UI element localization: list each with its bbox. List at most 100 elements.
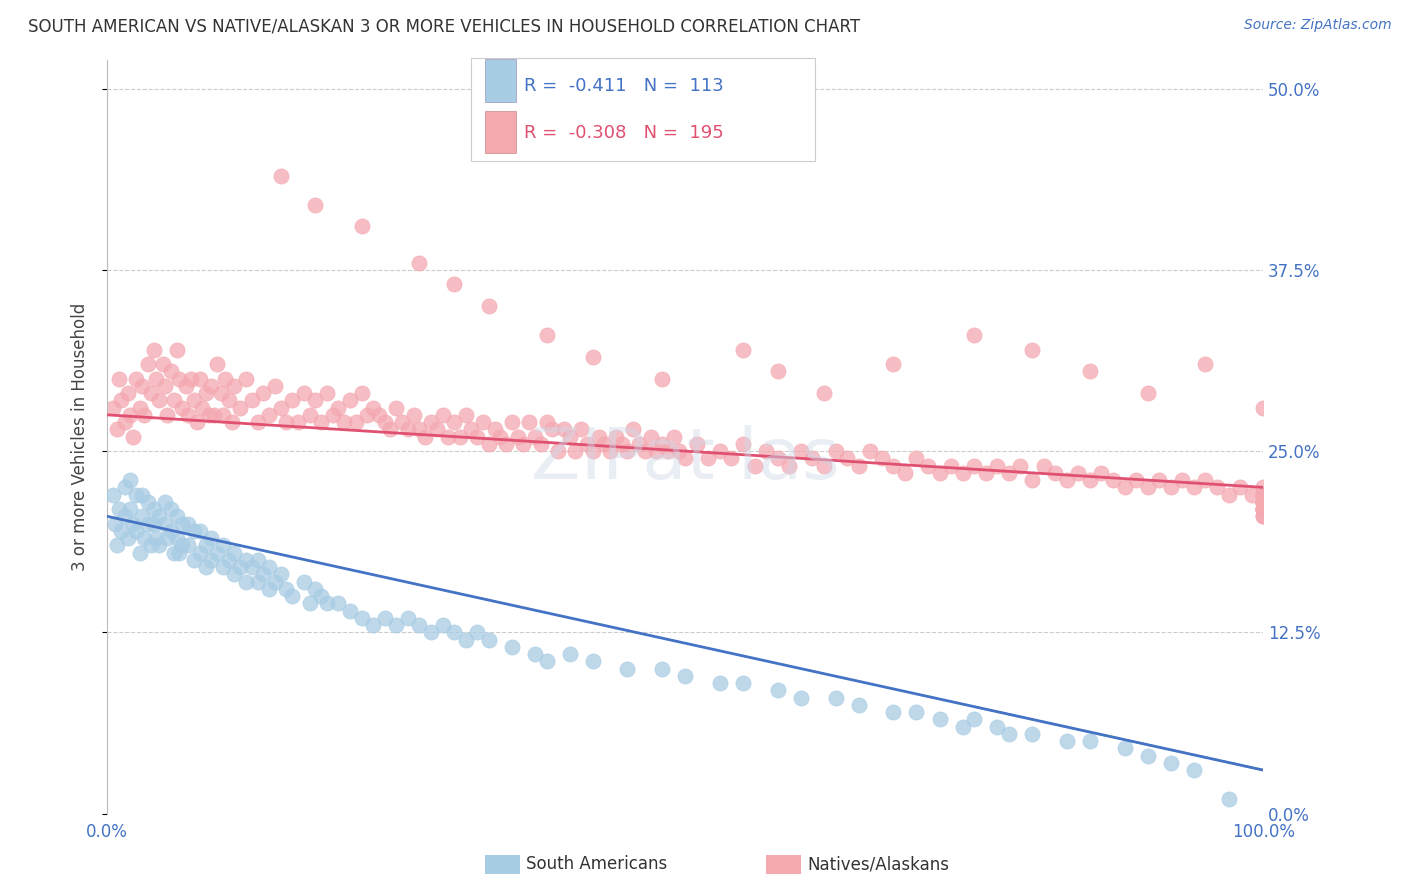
Point — [986, 720, 1008, 734]
Point — [287, 415, 309, 429]
Point — [1090, 466, 1112, 480]
Point — [1251, 495, 1274, 509]
Point — [374, 611, 396, 625]
Point — [134, 531, 156, 545]
Point — [257, 408, 280, 422]
Point — [120, 408, 142, 422]
Point — [530, 437, 553, 451]
Point — [368, 408, 391, 422]
Point — [205, 546, 228, 560]
Point — [420, 625, 443, 640]
Point — [651, 371, 673, 385]
Text: SOUTH AMERICAN VS NATIVE/ALASKAN 3 OR MORE VEHICLES IN HOUSEHOLD CORRELATION CHA: SOUTH AMERICAN VS NATIVE/ALASKAN 3 OR MO… — [28, 18, 860, 36]
Point — [813, 458, 835, 473]
Point — [183, 393, 205, 408]
Point — [339, 393, 361, 408]
Point — [385, 618, 408, 632]
Point — [541, 422, 564, 436]
Point — [141, 538, 163, 552]
Point — [128, 546, 150, 560]
Point — [218, 553, 240, 567]
Point — [1171, 473, 1194, 487]
Point — [257, 560, 280, 574]
Point — [264, 574, 287, 589]
Point — [148, 509, 170, 524]
Point — [1251, 502, 1274, 516]
Point — [198, 408, 221, 422]
Point — [432, 618, 454, 632]
Point — [801, 451, 824, 466]
Point — [963, 458, 986, 473]
Point — [194, 560, 217, 574]
Point — [495, 437, 517, 451]
Point — [1056, 473, 1078, 487]
Point — [316, 386, 339, 401]
Point — [963, 712, 986, 726]
Point — [240, 393, 263, 408]
Text: ZIPat las: ZIPat las — [531, 425, 839, 493]
Point — [270, 169, 292, 183]
Point — [627, 437, 650, 451]
Point — [443, 625, 465, 640]
Point — [214, 371, 236, 385]
Point — [1251, 495, 1274, 509]
Point — [1251, 487, 1274, 501]
Point — [136, 495, 159, 509]
Point — [131, 487, 153, 501]
Point — [484, 422, 506, 436]
Point — [449, 429, 471, 443]
Point — [246, 553, 269, 567]
Point — [114, 415, 136, 429]
Point — [668, 444, 690, 458]
Text: Source: ZipAtlas.com: Source: ZipAtlas.com — [1244, 18, 1392, 32]
Point — [1251, 487, 1274, 501]
Point — [108, 502, 131, 516]
Point — [720, 451, 742, 466]
Point — [264, 379, 287, 393]
Point — [1218, 487, 1240, 501]
Point — [465, 625, 488, 640]
Point — [183, 553, 205, 567]
Point — [221, 415, 243, 429]
Point — [177, 538, 200, 552]
Point — [1251, 502, 1274, 516]
Point — [454, 408, 477, 422]
Point — [212, 538, 235, 552]
Point — [120, 473, 142, 487]
Point — [553, 422, 575, 436]
Point — [1136, 480, 1159, 494]
Point — [1218, 792, 1240, 806]
Point — [582, 444, 605, 458]
Point — [152, 357, 174, 371]
Point — [188, 546, 211, 560]
Point — [593, 437, 616, 451]
Point — [166, 343, 188, 357]
Point — [396, 422, 419, 436]
Point — [697, 451, 720, 466]
Point — [426, 422, 449, 436]
Point — [790, 444, 813, 458]
Point — [859, 444, 882, 458]
Point — [1251, 495, 1274, 509]
Point — [292, 386, 315, 401]
Point — [1078, 473, 1101, 487]
Point — [396, 611, 419, 625]
Point — [813, 386, 835, 401]
Point — [1147, 473, 1170, 487]
Point — [1251, 487, 1274, 501]
Point — [1194, 473, 1216, 487]
Point — [252, 567, 274, 582]
Point — [564, 444, 586, 458]
Point — [673, 669, 696, 683]
Point — [110, 524, 132, 538]
Point — [569, 422, 592, 436]
Point — [328, 401, 350, 415]
Point — [361, 401, 384, 415]
Point — [605, 429, 627, 443]
Point — [361, 618, 384, 632]
Point — [408, 422, 430, 436]
Point — [200, 531, 222, 545]
Point — [1251, 509, 1274, 524]
Point — [1251, 401, 1274, 415]
Point — [1136, 748, 1159, 763]
